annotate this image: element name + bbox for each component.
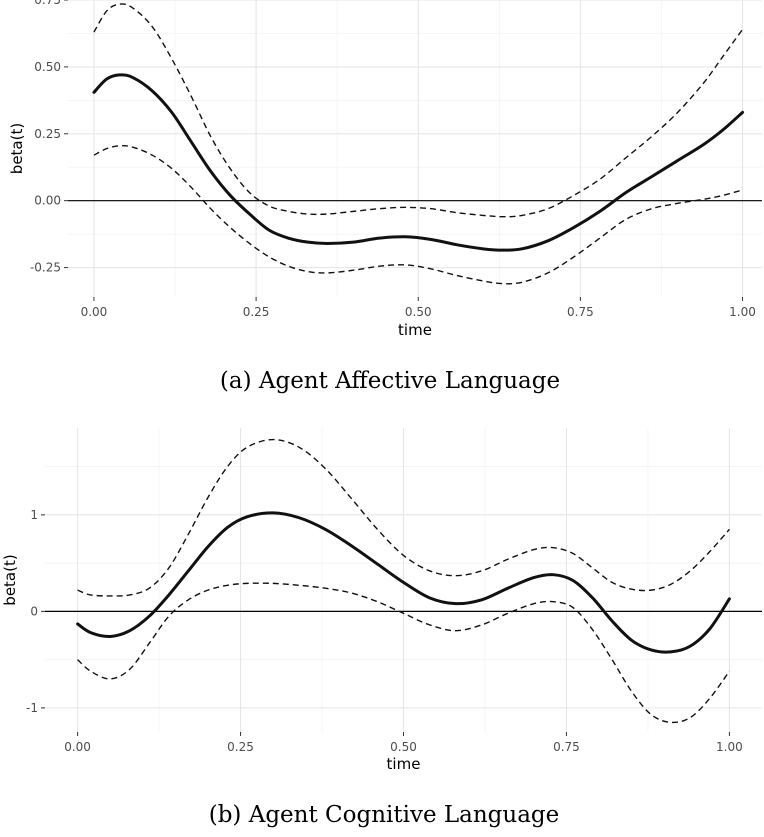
caption-b: (b) Agent Cognitive Language <box>209 802 560 828</box>
x-tick-label: 0.00 <box>64 740 91 754</box>
x-tick-label: 0.75 <box>567 305 594 319</box>
x-tick-label: 0.50 <box>390 740 417 754</box>
x-tick-label: 0.75 <box>553 740 580 754</box>
y-tick-label: 0.75 <box>34 0 61 7</box>
y-tick-label: 0.00 <box>34 194 61 208</box>
y-tick-label: 0 <box>30 604 38 618</box>
confidence-band-lower <box>93 145 743 285</box>
estimate-line <box>76 511 731 654</box>
x-tick-label: 1.00 <box>716 740 743 754</box>
x-tick-label: 0.50 <box>405 305 432 319</box>
y-tick-label: -0.25 <box>30 261 61 275</box>
x-tick-label: 0.25 <box>227 740 254 754</box>
caption-a: (a) Agent Affective Language <box>220 368 560 394</box>
confidence-band-lower <box>77 582 730 724</box>
x-axis-title: time <box>387 755 421 773</box>
y-axis-title: beta(t) <box>1 554 19 605</box>
x-axis-title: time <box>398 321 432 339</box>
x-tick-label: 1.00 <box>729 305 756 319</box>
panel-a: 0.00 0.25 0.50 0.75 1.00 -0.25 0.00 0.25 0.50 0.7… <box>8 0 762 339</box>
confidence-band-upper <box>77 438 730 597</box>
y-tick-label: -1 <box>26 701 38 715</box>
y-tick-label: 0.50 <box>34 60 61 74</box>
y-tick-label: 1 <box>30 508 38 522</box>
x-tick-label: 0.25 <box>243 305 270 319</box>
confidence-band-upper <box>93 3 744 218</box>
panel-b: 0.00 0.25 0.50 0.75 1.00 -1 0 1 time beta(t) <box>1 428 762 773</box>
x-tick-label: 0.00 <box>81 305 108 319</box>
y-tick-label: 0.25 <box>34 127 61 141</box>
estimate-line <box>92 73 745 252</box>
y-axis-title: beta(t) <box>8 123 26 174</box>
